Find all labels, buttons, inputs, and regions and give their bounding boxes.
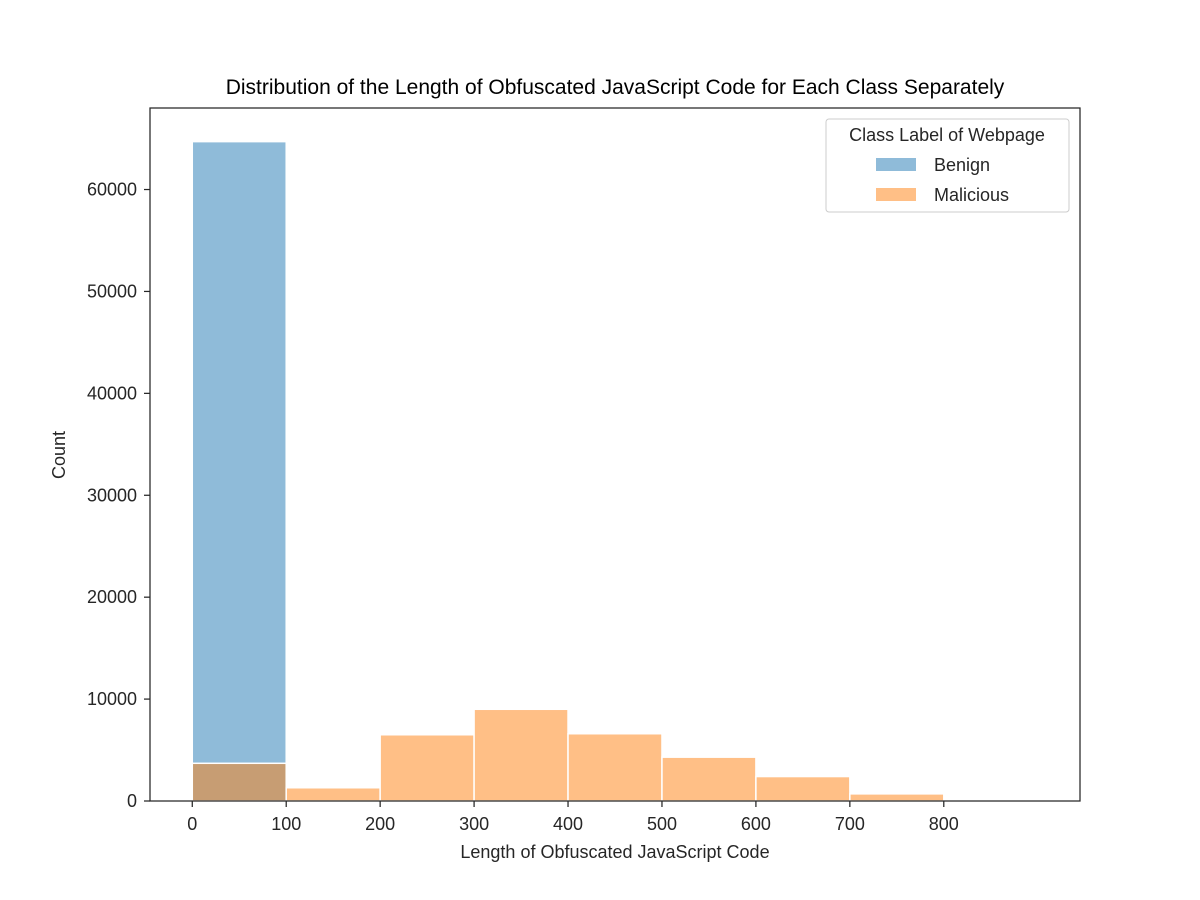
- x-tick-label: 600: [741, 814, 771, 834]
- legend-title: Class Label of Webpage: [849, 125, 1045, 145]
- x-tick-label: 100: [271, 814, 301, 834]
- y-tick-label: 20000: [87, 587, 137, 607]
- bar-benign-0: [191, 140, 287, 802]
- bar-malicious-4: [567, 732, 663, 802]
- y-axis-label: Count: [49, 431, 69, 479]
- x-tick-label: 400: [553, 814, 583, 834]
- bar-malicious-7: [849, 793, 945, 802]
- y-tick-label: 0: [127, 791, 137, 811]
- bar-malicious-0: [191, 762, 287, 802]
- x-tick-label: 200: [365, 814, 395, 834]
- x-ticks: 0 100 200 300 400 500 600 700 800: [187, 801, 959, 834]
- y-ticks: 0 10000 20000 30000 40000 50000 60000: [87, 180, 150, 811]
- x-tick-label: 700: [835, 814, 865, 834]
- bar-malicious-6: [755, 775, 851, 802]
- y-tick-label: 10000: [87, 689, 137, 709]
- x-axis-label: Length of Obfuscated JavaScript Code: [460, 842, 769, 862]
- y-tick-label: 40000: [87, 383, 137, 403]
- legend-label-malicious: Malicious: [934, 185, 1009, 205]
- bar-malicious-3: [473, 708, 569, 802]
- y-tick-label: 50000: [87, 281, 137, 301]
- x-tick-label: 300: [459, 814, 489, 834]
- x-tick-label: 0: [187, 814, 197, 834]
- y-tick-label: 30000: [87, 485, 137, 505]
- legend-swatch-benign: [876, 158, 916, 171]
- bars-group: [191, 140, 945, 802]
- legend: Class Label of Webpage Benign Malicious: [825, 118, 1070, 213]
- bar-malicious-1: [285, 787, 381, 802]
- x-tick-label: 500: [647, 814, 677, 834]
- plot-frame: [149, 107, 1081, 802]
- bar-malicious-2: [379, 734, 475, 802]
- y-tick-label: 60000: [87, 180, 137, 200]
- x-tick-label: 800: [929, 814, 959, 834]
- legend-swatch-malicious: [876, 188, 916, 201]
- legend-label-benign: Benign: [934, 155, 990, 175]
- chart-title: Distribution of the Length of Obfuscated…: [226, 76, 1005, 99]
- bar-malicious-5: [661, 756, 757, 802]
